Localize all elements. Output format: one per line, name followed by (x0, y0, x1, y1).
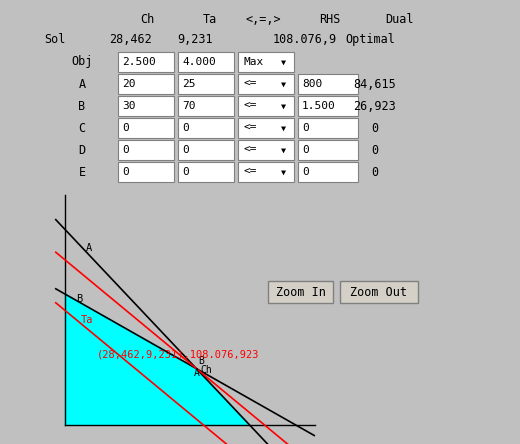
Text: B: B (76, 294, 83, 304)
Text: Zoom Out: Zoom Out (350, 285, 408, 298)
Bar (238, 118, 294, 138)
Bar (298, 74, 358, 94)
Text: 0: 0 (182, 145, 189, 155)
Text: B: B (199, 356, 204, 366)
Text: 25: 25 (182, 79, 196, 89)
Text: 0: 0 (371, 166, 379, 178)
Text: 70: 70 (182, 101, 196, 111)
Text: A: A (86, 243, 92, 254)
Text: 0: 0 (182, 123, 189, 133)
Text: Obj: Obj (71, 56, 93, 68)
Text: 84,615: 84,615 (354, 78, 396, 91)
Text: RHS: RHS (319, 13, 341, 26)
Bar (238, 140, 294, 160)
Text: 0: 0 (182, 167, 189, 177)
Text: D: D (79, 143, 86, 156)
Text: Zoom In: Zoom In (276, 285, 326, 298)
Text: 0: 0 (302, 123, 309, 133)
Bar (178, 74, 234, 94)
Text: ▼: ▼ (281, 146, 286, 155)
Text: <=: <= (243, 101, 256, 111)
Polygon shape (65, 294, 250, 425)
Bar (238, 74, 294, 94)
Bar (178, 118, 234, 138)
Bar (178, 96, 234, 116)
Text: Ch: Ch (200, 365, 212, 375)
Text: <=: <= (243, 167, 256, 177)
Text: <,=,>: <,=,> (245, 13, 281, 26)
Text: 9,231: 9,231 (177, 33, 213, 46)
Text: ▼: ▼ (281, 58, 286, 67)
Text: 0: 0 (122, 145, 129, 155)
Text: <=: <= (243, 123, 256, 133)
Bar (118, 118, 174, 138)
Text: <=: <= (243, 79, 256, 89)
Bar (118, 52, 174, 72)
Text: ▼: ▼ (281, 79, 286, 88)
Text: 0: 0 (371, 122, 379, 135)
Bar (340, 281, 418, 303)
Text: B: B (79, 99, 86, 112)
Bar (298, 118, 358, 138)
Text: Ta: Ta (203, 13, 217, 26)
Bar (268, 281, 333, 303)
Text: 20: 20 (122, 79, 136, 89)
Text: Sol: Sol (44, 33, 66, 46)
Bar (238, 96, 294, 116)
Text: <=: <= (243, 145, 256, 155)
Bar (118, 162, 174, 182)
Bar (178, 162, 234, 182)
Text: 30: 30 (122, 101, 136, 111)
Text: ▼: ▼ (281, 123, 286, 132)
Text: Ta: Ta (81, 314, 94, 325)
Text: 1.500: 1.500 (302, 101, 336, 111)
Text: E: E (79, 166, 86, 178)
Bar (238, 162, 294, 182)
Bar (118, 74, 174, 94)
Text: 108.076,9: 108.076,9 (273, 33, 337, 46)
Text: 0: 0 (371, 143, 379, 156)
Bar (298, 96, 358, 116)
Bar (118, 96, 174, 116)
Text: 0: 0 (122, 123, 129, 133)
Bar (178, 52, 234, 72)
Text: Max: Max (243, 57, 263, 67)
Text: Ch: Ch (140, 13, 154, 26)
Text: (28,462,9,231),108.076,923: (28,462,9,231),108.076,923 (97, 350, 260, 360)
Bar (178, 140, 234, 160)
Bar (298, 140, 358, 160)
Text: 26,923: 26,923 (354, 99, 396, 112)
Text: 4.000: 4.000 (182, 57, 216, 67)
Text: 800: 800 (302, 79, 322, 89)
Bar (238, 52, 294, 72)
Text: 0: 0 (302, 145, 309, 155)
Bar (118, 140, 174, 160)
Text: 0: 0 (302, 167, 309, 177)
Text: 0: 0 (122, 167, 129, 177)
Text: A: A (194, 369, 200, 378)
Text: A: A (79, 78, 86, 91)
Bar (298, 162, 358, 182)
Text: Optimal: Optimal (345, 33, 395, 46)
Text: ▼: ▼ (281, 167, 286, 177)
Text: ▼: ▼ (281, 102, 286, 111)
Text: 2.500: 2.500 (122, 57, 156, 67)
Text: Dual: Dual (386, 13, 414, 26)
Text: C: C (79, 122, 86, 135)
Text: 28,462: 28,462 (109, 33, 151, 46)
